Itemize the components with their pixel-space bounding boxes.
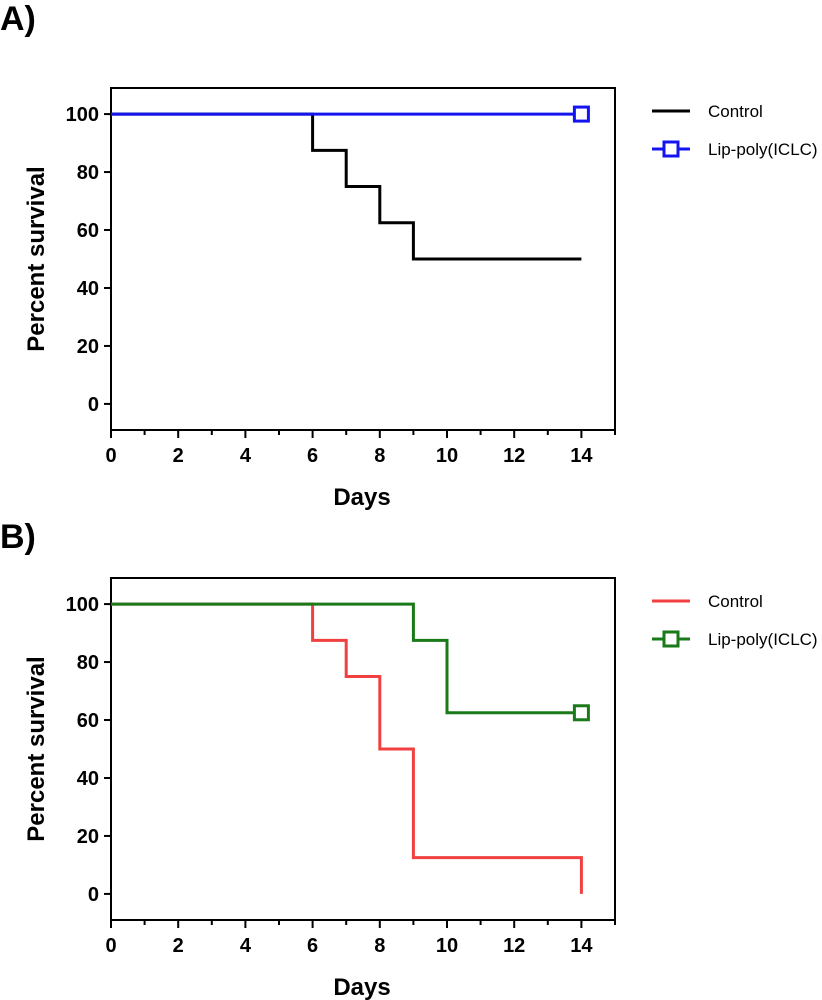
- legend-label: Control: [708, 592, 763, 611]
- panel-label: A): [0, 0, 36, 38]
- legend-label: Control: [708, 102, 763, 121]
- x-tick-label: 6: [307, 445, 318, 467]
- legend-swatch-marker: [662, 630, 680, 648]
- y-tick-label: 0: [88, 394, 99, 416]
- y-tick-label: 60: [77, 220, 99, 242]
- x-tick-label: 0: [105, 445, 116, 467]
- x-tick-label: 6: [307, 935, 318, 957]
- y-tick-label: 40: [77, 768, 99, 790]
- x-tick-label: 0: [105, 935, 116, 957]
- x-tick-label: 14: [570, 445, 593, 467]
- x-tick-label: 2: [173, 445, 184, 467]
- x-tick-label: 10: [436, 935, 458, 957]
- y-tick-label: 40: [77, 278, 99, 300]
- x-tick-label: 8: [374, 935, 385, 957]
- series-line-control: [111, 112, 582, 261]
- x-tick-label: 8: [374, 445, 385, 467]
- x-tick-label: 2: [173, 935, 184, 957]
- y-axis-title: Percent survival: [23, 166, 50, 351]
- series-end-marker: [572, 105, 590, 123]
- panel-label: B): [0, 518, 36, 556]
- y-tick-label: 80: [77, 652, 99, 674]
- series-end-marker: [572, 704, 590, 722]
- legend-swatch-marker: [662, 140, 680, 158]
- legend-label: Lip-poly(ICLC): [708, 630, 818, 649]
- y-axis-title: Percent survival: [23, 656, 50, 841]
- y-tick-label: 60: [77, 710, 99, 732]
- y-tick-label: 100: [66, 594, 99, 616]
- plot-frame: [110, 577, 616, 921]
- plot-frame: [110, 87, 616, 431]
- y-tick-label: 80: [77, 162, 99, 184]
- y-tick-label: 20: [77, 826, 99, 848]
- series-line-control: [111, 602, 583, 894]
- legend-label: Lip-poly(ICLC): [708, 140, 818, 159]
- x-tick-label: 4: [240, 935, 252, 957]
- x-tick-label: 10: [436, 445, 458, 467]
- x-tick-label: 14: [570, 935, 593, 957]
- x-axis-title: Days: [333, 974, 390, 1000]
- x-tick-label: 4: [240, 445, 252, 467]
- x-tick-label: 12: [503, 445, 525, 467]
- x-axis-title: Days: [333, 484, 390, 511]
- y-tick-label: 100: [66, 104, 99, 126]
- y-tick-label: 20: [77, 336, 99, 358]
- series-line-lip-poly-iclc-: [111, 602, 582, 715]
- chart-panel-a: A) 0 20 40 60 80 100 0 2 4 6 8 10 12 14 Days Percent sur…: [0, 0, 818, 511]
- y-tick-label: 0: [88, 884, 99, 906]
- x-tick-label: 12: [503, 935, 525, 957]
- chart-panel-b: B) 0 20 40 60 80 100 0 2 4 6 8 10 12 14 Days Percent sur…: [0, 518, 818, 1000]
